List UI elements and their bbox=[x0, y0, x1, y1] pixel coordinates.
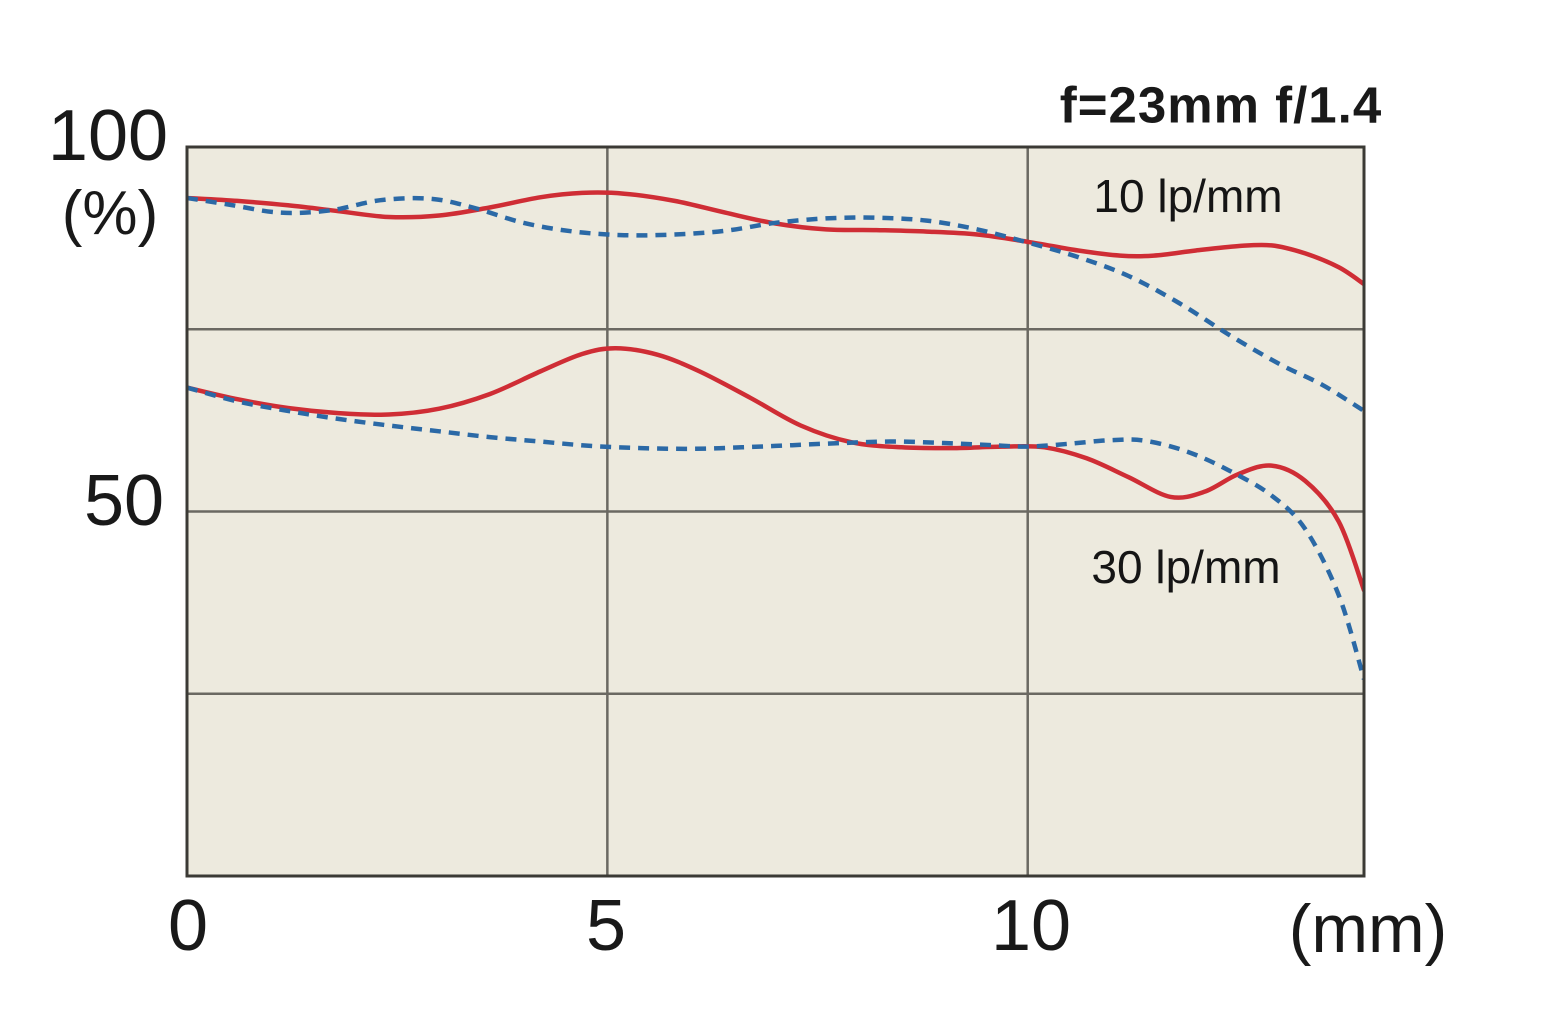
curve-10-lp-mm-solid-red bbox=[187, 190, 1364, 287]
y-axis-unit: (%) bbox=[61, 179, 159, 248]
curve-30-lp-mm-solid-red bbox=[187, 345, 1364, 593]
annotation-10lpmm: 10 lp/mm bbox=[1093, 170, 1283, 222]
x-axis-label-0: 0 bbox=[167, 886, 209, 966]
plot-border bbox=[185, 145, 1366, 878]
curve-30-lp-mm-dashed-blue bbox=[187, 385, 1364, 680]
x-axis-unit: (mm) bbox=[1288, 891, 1448, 967]
curve-10-lp-mm-dashed-blue bbox=[187, 195, 1364, 413]
annotation-30lpmm: 30 lp/mm bbox=[1091, 541, 1281, 593]
y-axis-label-50: 50 bbox=[83, 461, 165, 541]
x-axis-label-10: 10 bbox=[990, 886, 1072, 966]
chart-title: f=23mm f/1.4 bbox=[1059, 76, 1383, 134]
x-axis-label-5: 5 bbox=[585, 886, 627, 966]
y-axis-label-100: 100 bbox=[47, 96, 169, 176]
